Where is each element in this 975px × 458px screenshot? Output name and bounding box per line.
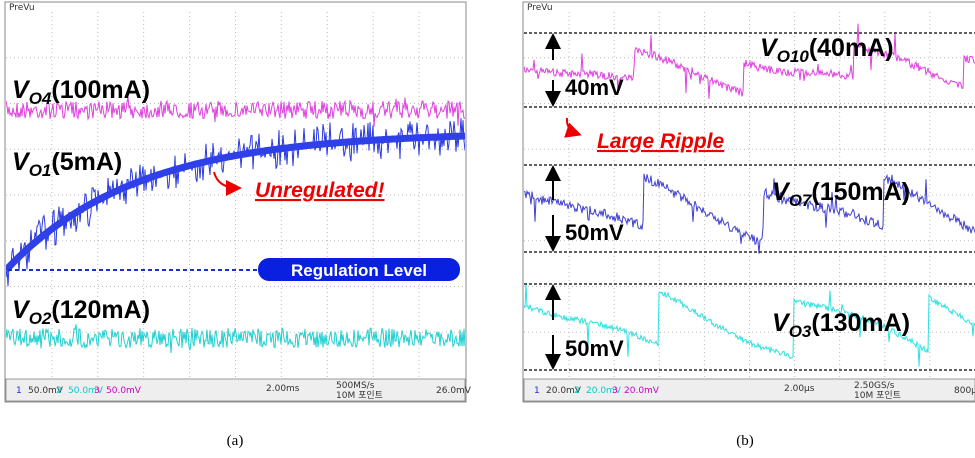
status-text: 800µ xyxy=(954,386,975,396)
annotation: Large Ripple xyxy=(597,130,725,153)
status-text: 20.0mV xyxy=(624,386,660,396)
status-text: 2.00µs xyxy=(784,384,815,394)
brand: PreVu xyxy=(527,3,553,13)
status-text: 2.00ms xyxy=(266,384,300,394)
annotation: Unregulated! xyxy=(255,179,385,202)
caption: (a) xyxy=(227,433,244,449)
status-text: 1 xyxy=(16,386,22,396)
caption: (b) xyxy=(736,433,754,449)
brand: PreVu xyxy=(9,3,35,13)
status-text: 2 xyxy=(56,386,62,396)
status-text: 50.0mV xyxy=(106,386,142,396)
body: {"panel_a":{"brand":"PreVu", "labels":[{… xyxy=(0,0,975,458)
figure: PreVu Regulation Level VO4(100mA) VO1(5m… xyxy=(0,0,975,458)
ripple-label: 50mV xyxy=(565,220,624,245)
ripple-label: 40mV xyxy=(565,75,624,100)
page: body{margin:0;width:975px;height:458px;o… xyxy=(0,0,975,458)
scope-frame xyxy=(5,2,466,402)
status-text: 1 xyxy=(534,386,540,396)
regulation-label: Regulation Level xyxy=(291,261,427,280)
status-text: 2.50GS/s xyxy=(854,381,895,391)
status-text: 10M 포인트 xyxy=(336,390,383,401)
status-text: 26.0mV xyxy=(436,386,472,396)
status-text: 10M 포인트 xyxy=(854,390,901,401)
trace-label: VO1(5mA) xyxy=(12,148,122,180)
status-text: 500MS/s xyxy=(336,381,375,391)
status-text: 2 xyxy=(574,386,580,396)
ripple-label: 50mV xyxy=(565,336,624,361)
status-text: 3 xyxy=(612,386,618,396)
status-text: 3 xyxy=(94,386,100,396)
